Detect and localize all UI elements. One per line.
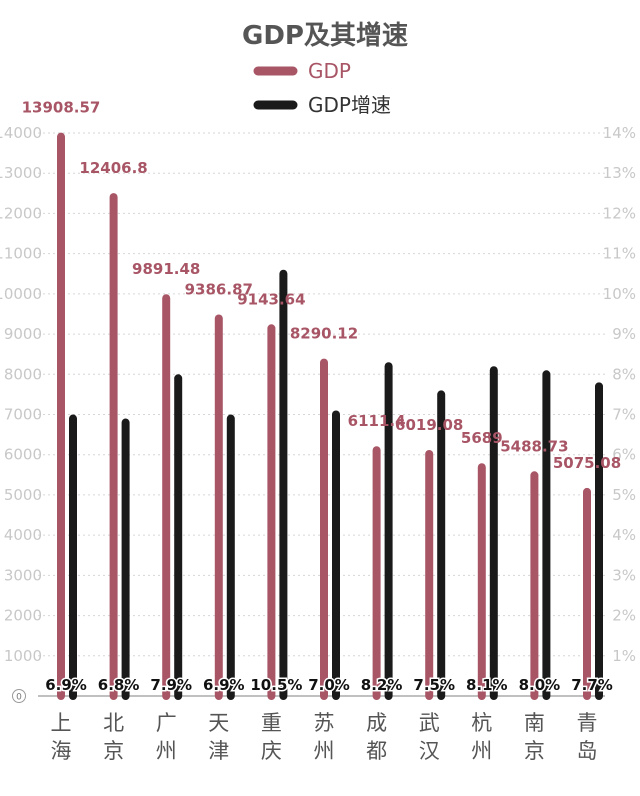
right-tick-label: 6% [612, 446, 636, 464]
growth-value-label: 8.0% [519, 676, 561, 694]
category-label: 武 [419, 711, 440, 735]
legend-label-growth: GDP增速 [308, 93, 391, 117]
left-tick-label: 9000 [4, 325, 42, 343]
left-tick-label: 8000 [4, 365, 42, 383]
right-axis: 1% 2% 3% 4% 5% 6% 7% 8% 9% 10% 11% 12% 13% 14% [603, 124, 636, 665]
category-label: 州 [156, 739, 177, 763]
gdp-value-label: 13908.57 [22, 99, 101, 117]
chart-title: GDP及其增速 [242, 20, 408, 51]
category-label: 成 [366, 711, 387, 735]
left-tick-label: 6000 [4, 446, 42, 464]
left-tick-label: 2000 [4, 607, 42, 625]
left-tick-label: 11000 [0, 245, 42, 263]
growth-value-label: 6.8% [98, 676, 140, 694]
category-label: 庆 [261, 739, 282, 763]
growth-value-label: 7.0% [308, 676, 350, 694]
category-label: 杭 [471, 711, 492, 735]
category-label: 南 [524, 711, 545, 735]
category-label: 州 [314, 739, 335, 763]
category-label: 青 [577, 711, 598, 735]
left-axis: 1000 2000 3000 4000 5000 6000 7000 8000 9000 1000… [0, 124, 42, 703]
right-tick-label: 5% [612, 486, 636, 504]
data-labels: 13908.57 6.9% 12406.8 6.8% 9891.48 7.9% 9386.8… [22, 99, 622, 696]
right-tick-label: 12% [603, 204, 636, 222]
category-label: 海 [51, 739, 72, 763]
left-tick-label: 10000 [0, 285, 42, 303]
left-tick-label: 12000 [0, 204, 42, 222]
growth-value-label: 8.1% [466, 676, 508, 694]
right-tick-label: 1% [612, 647, 636, 665]
right-tick-label: 8% [612, 365, 636, 383]
bars [57, 132, 603, 700]
gdp-value-label: 9891.48 [132, 260, 200, 278]
growth-value-label: 7.5% [413, 676, 455, 694]
gdp-value-label: 12406.8 [79, 159, 147, 177]
gdp-value-label: 8290.12 [290, 325, 358, 343]
left-tick-label: 7000 [4, 406, 42, 424]
growth-value-label: 7.9% [150, 676, 192, 694]
gdp-value-label: 5075.08 [553, 454, 621, 472]
growth-value-label: 6.9% [203, 676, 245, 694]
category-label: 都 [366, 739, 387, 763]
origin-label: 0 [16, 693, 22, 703]
right-tick-label: 2% [612, 607, 636, 625]
growth-value-label: 10.5% [250, 676, 302, 694]
right-tick-label: 10% [603, 285, 636, 303]
right-tick-label: 3% [612, 566, 636, 584]
legend: GDP GDP增速 [253, 59, 391, 117]
left-tick-label: 14000 [0, 124, 42, 142]
origin-marker [12, 689, 26, 703]
category-label: 京 [103, 739, 124, 763]
gdp-value-label: 5488.73 [500, 437, 568, 455]
right-tick-label: 7% [612, 406, 636, 424]
left-tick-label: 1000 [4, 647, 42, 665]
gdp-value-label: 9386.87 [185, 281, 253, 299]
category-label: 津 [208, 739, 229, 763]
gdp-value-label: 9143.64 [237, 290, 305, 308]
category-label: 天 [208, 711, 229, 735]
category-label: 汉 [419, 739, 440, 763]
growth-value-label: 8.2% [361, 676, 403, 694]
category-label: 北 [103, 711, 124, 735]
right-tick-label: 14% [603, 124, 636, 142]
category-label: 苏 [314, 711, 335, 735]
left-tick-label: 13000 [0, 164, 42, 182]
legend-label-gdp: GDP [308, 59, 351, 83]
left-tick-label: 4000 [4, 526, 42, 544]
right-tick-label: 4% [612, 526, 636, 544]
right-tick-label: 9% [612, 325, 636, 343]
growth-value-label: 6.9% [45, 676, 87, 694]
category-label: 岛 [577, 739, 598, 763]
category-label: 重 [261, 711, 282, 735]
growth-value-label: 7.7% [571, 676, 613, 694]
category-label: 广 [156, 711, 177, 735]
left-tick-label: 5000 [4, 486, 42, 504]
gdp-value-label: 5689 [461, 429, 503, 447]
right-tick-label: 11% [603, 245, 636, 263]
category-label: 上 [51, 711, 72, 735]
right-tick-label: 13% [603, 164, 636, 182]
category-label: 京 [524, 739, 545, 763]
gdp-value-label: 6019.08 [395, 416, 463, 434]
category-label: 州 [471, 739, 492, 763]
left-tick-label: 3000 [4, 566, 42, 584]
gdp-value-label: 6111.4 [348, 412, 406, 430]
